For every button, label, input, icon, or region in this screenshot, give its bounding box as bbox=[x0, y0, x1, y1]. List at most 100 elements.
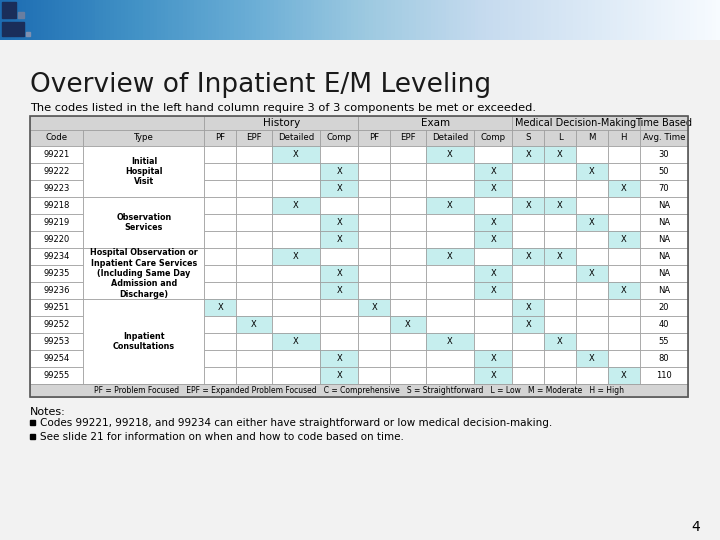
Bar bbox=[390, 282, 426, 299]
Text: 99255: 99255 bbox=[44, 371, 70, 380]
Text: X: X bbox=[526, 252, 531, 261]
Bar bbox=[390, 180, 426, 197]
Bar bbox=[30, 248, 84, 265]
Bar bbox=[204, 367, 236, 384]
Bar bbox=[359, 282, 390, 299]
Text: X: X bbox=[293, 201, 299, 210]
Bar bbox=[513, 333, 544, 350]
Bar bbox=[30, 231, 84, 248]
Text: X: X bbox=[336, 354, 342, 363]
Bar bbox=[513, 130, 544, 146]
Text: Medical Decision-Making: Medical Decision-Making bbox=[516, 118, 636, 128]
Text: X: X bbox=[621, 235, 626, 244]
Text: 99252: 99252 bbox=[44, 320, 70, 329]
Text: X: X bbox=[336, 218, 342, 227]
Bar bbox=[390, 231, 426, 248]
Text: X: X bbox=[490, 371, 496, 380]
Text: Type: Type bbox=[134, 133, 154, 143]
Text: 99221: 99221 bbox=[44, 150, 70, 159]
Bar bbox=[576, 333, 608, 350]
Text: Detailed: Detailed bbox=[432, 133, 468, 143]
Bar bbox=[513, 146, 544, 163]
Text: X: X bbox=[490, 354, 496, 363]
Bar bbox=[204, 248, 236, 265]
Bar bbox=[608, 333, 639, 350]
Text: H: H bbox=[621, 133, 627, 143]
Bar bbox=[639, 116, 688, 130]
Text: X: X bbox=[621, 286, 626, 295]
Text: 70: 70 bbox=[659, 184, 669, 193]
Bar bbox=[544, 163, 576, 180]
Text: X: X bbox=[336, 184, 342, 193]
Text: X: X bbox=[251, 320, 257, 329]
Text: X: X bbox=[336, 235, 342, 244]
Text: 99251: 99251 bbox=[44, 303, 70, 312]
Bar bbox=[608, 282, 639, 299]
Bar bbox=[236, 350, 272, 367]
Bar bbox=[236, 197, 272, 214]
Text: Exam: Exam bbox=[420, 118, 450, 128]
Bar bbox=[84, 248, 204, 299]
Bar bbox=[426, 299, 474, 316]
Bar bbox=[204, 299, 236, 316]
Bar bbox=[474, 316, 513, 333]
Bar bbox=[236, 265, 272, 282]
Bar bbox=[272, 231, 320, 248]
Text: Hospital Observation or
Inpatient Care Services
(Including Same Day
Admission an: Hospital Observation or Inpatient Care S… bbox=[90, 248, 198, 299]
Bar bbox=[30, 265, 84, 282]
Bar bbox=[426, 367, 474, 384]
Bar bbox=[30, 333, 84, 350]
Bar bbox=[639, 130, 688, 146]
Bar bbox=[576, 146, 608, 163]
Bar bbox=[544, 214, 576, 231]
Bar bbox=[474, 350, 513, 367]
Bar bbox=[426, 146, 474, 163]
Text: X: X bbox=[490, 218, 496, 227]
Bar bbox=[236, 333, 272, 350]
Bar bbox=[608, 265, 639, 282]
Bar bbox=[272, 299, 320, 316]
Bar bbox=[272, 265, 320, 282]
Bar bbox=[544, 231, 576, 248]
Bar bbox=[390, 248, 426, 265]
Bar bbox=[320, 180, 359, 197]
Text: Detailed: Detailed bbox=[278, 133, 314, 143]
Bar bbox=[474, 214, 513, 231]
Bar bbox=[30, 116, 688, 397]
Bar bbox=[513, 163, 544, 180]
Bar bbox=[608, 299, 639, 316]
Bar bbox=[359, 180, 390, 197]
Bar bbox=[2, 2, 16, 18]
Bar bbox=[272, 350, 320, 367]
Text: M: M bbox=[588, 133, 595, 143]
Bar bbox=[30, 316, 84, 333]
Bar bbox=[474, 265, 513, 282]
Bar bbox=[359, 350, 390, 367]
Bar bbox=[390, 299, 426, 316]
Bar bbox=[359, 333, 390, 350]
Bar bbox=[204, 316, 236, 333]
Bar bbox=[544, 248, 576, 265]
Text: X: X bbox=[293, 150, 299, 159]
Text: Comp: Comp bbox=[327, 133, 352, 143]
Bar bbox=[608, 146, 639, 163]
Bar bbox=[426, 248, 474, 265]
Text: Overview of Inpatient E/M Leveling: Overview of Inpatient E/M Leveling bbox=[30, 72, 491, 98]
Text: NA: NA bbox=[658, 286, 670, 295]
Bar bbox=[390, 367, 426, 384]
Bar bbox=[639, 146, 688, 163]
Text: 99236: 99236 bbox=[43, 286, 70, 295]
Text: Inpatient
Consultations: Inpatient Consultations bbox=[113, 332, 175, 351]
Text: X: X bbox=[589, 354, 595, 363]
Bar bbox=[84, 197, 204, 248]
Text: NA: NA bbox=[658, 201, 670, 210]
Bar bbox=[30, 197, 84, 214]
Text: X: X bbox=[447, 337, 453, 346]
Text: X: X bbox=[447, 201, 453, 210]
Bar bbox=[236, 367, 272, 384]
Bar bbox=[320, 163, 359, 180]
Bar bbox=[513, 180, 544, 197]
Bar bbox=[544, 146, 576, 163]
Bar bbox=[359, 214, 390, 231]
Text: X: X bbox=[526, 201, 531, 210]
